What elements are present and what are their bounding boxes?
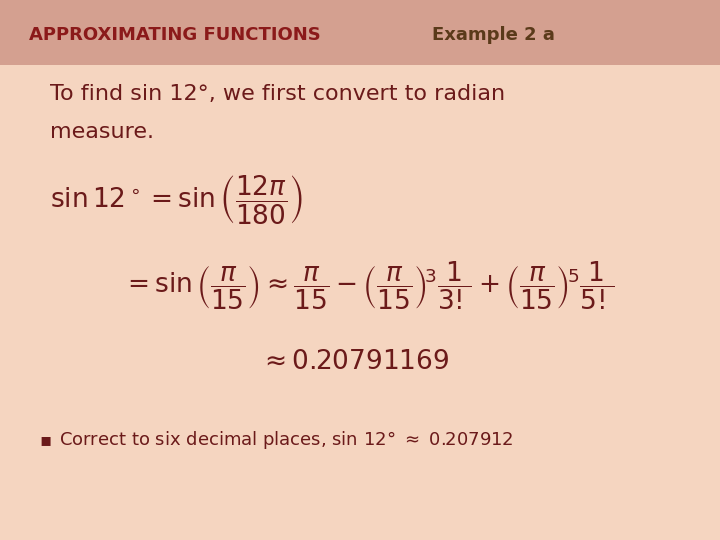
- Text: To find sin 12°, we first convert to radian: To find sin 12°, we first convert to rad…: [50, 84, 505, 105]
- Text: $= \sin \left( \dfrac{\pi}{15} \right) \approx \dfrac{\pi}{15} - \left( \dfrac{\: $= \sin \left( \dfrac{\pi}{15} \right) \…: [122, 260, 615, 312]
- Text: ▪: ▪: [40, 431, 52, 449]
- Text: Example 2 a: Example 2 a: [432, 26, 555, 44]
- FancyBboxPatch shape: [0, 0, 720, 65]
- Text: measure.: measure.: [50, 122, 154, 143]
- Text: Correct to six decimal places, sin 12° $\approx$ 0.207912: Correct to six decimal places, sin 12° $…: [59, 429, 514, 451]
- Text: $\approx 0.20791169$: $\approx 0.20791169$: [259, 349, 449, 375]
- Text: $\sin 12^\circ = \sin \left( \dfrac{12\pi}{180} \right)$: $\sin 12^\circ = \sin \left( \dfrac{12\p…: [50, 173, 304, 226]
- Text: APPROXIMATING FUNCTIONS: APPROXIMATING FUNCTIONS: [29, 26, 320, 44]
